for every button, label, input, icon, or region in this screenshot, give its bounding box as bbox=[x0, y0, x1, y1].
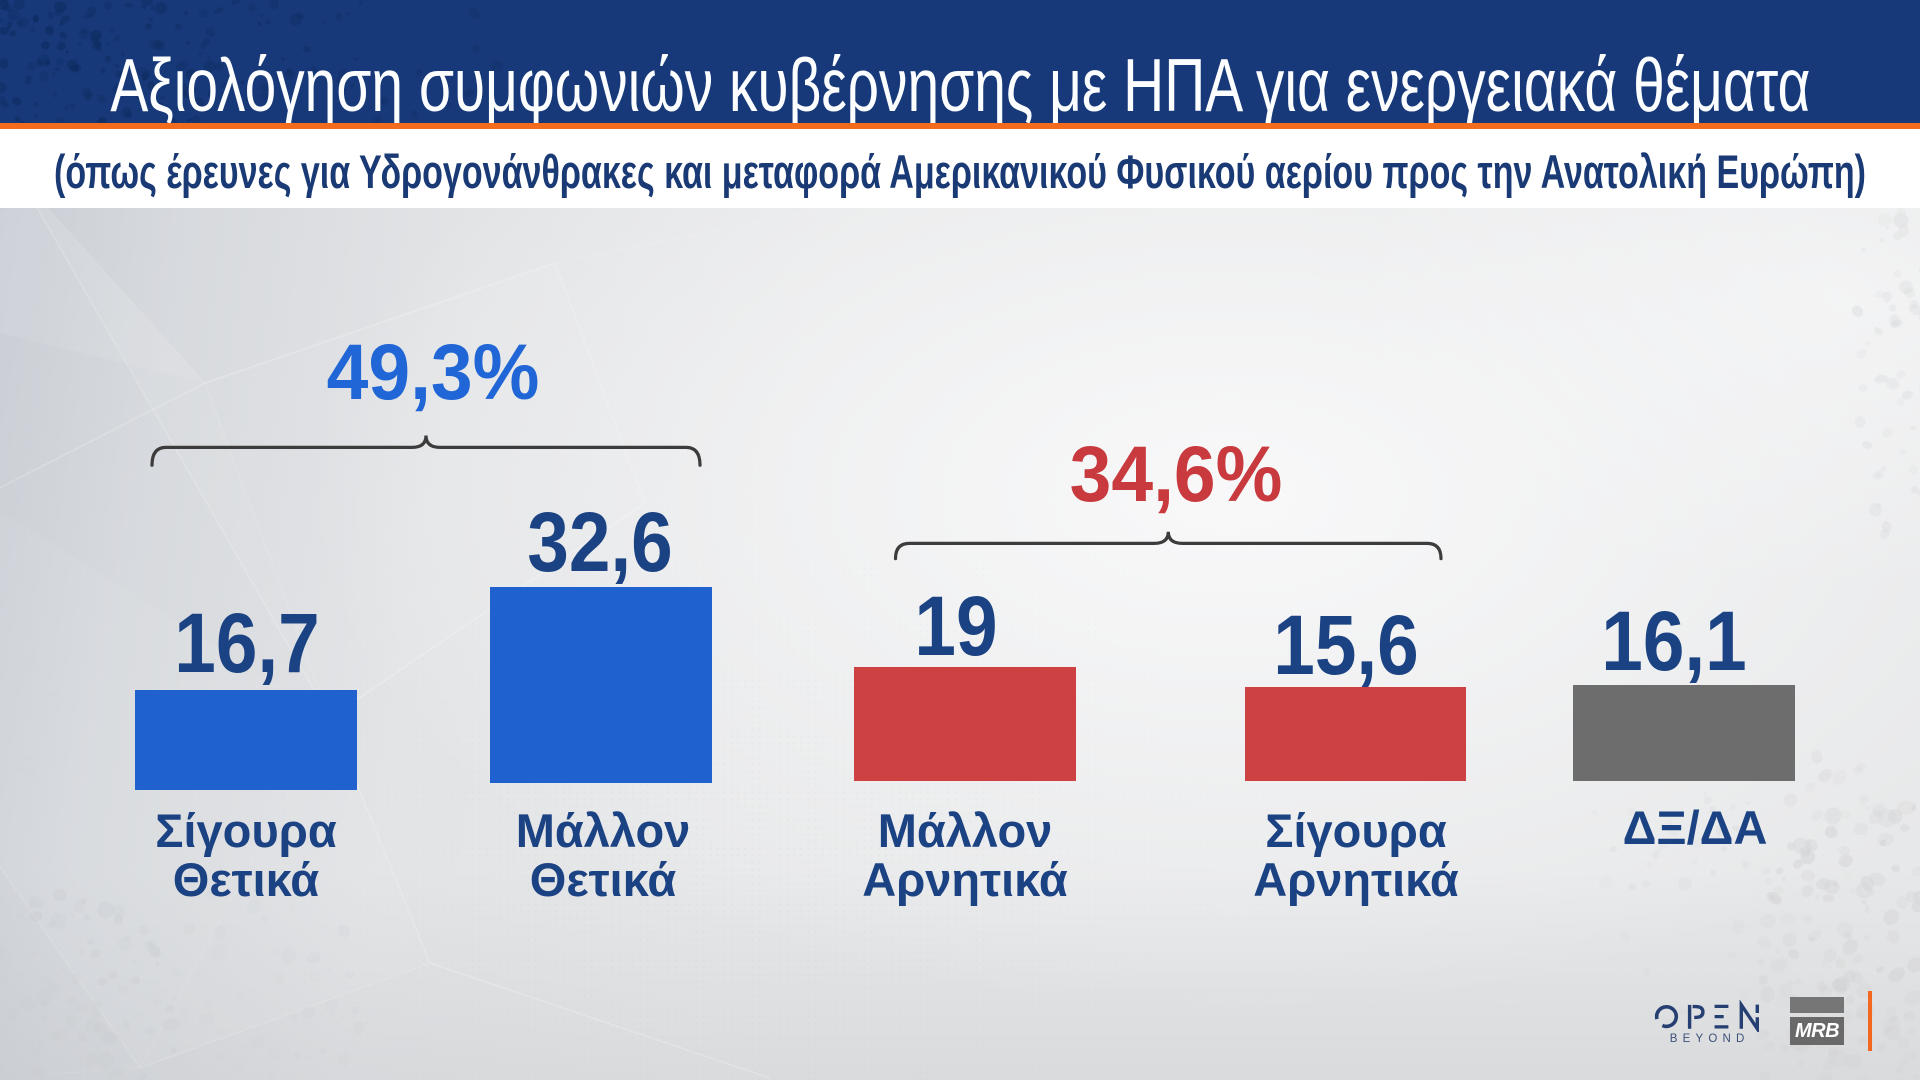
brace-positive-icon bbox=[150, 435, 702, 467]
group-total-negative: 34,6% bbox=[1069, 429, 1283, 518]
header-band: Αξιολόγηση συμφωνιών κυβέρνησης με ΗΠΑ γ… bbox=[0, 0, 1920, 123]
bar-rect bbox=[1573, 684, 1795, 782]
bar-rect bbox=[490, 587, 712, 783]
open-channel-logo: BEYOND bbox=[1648, 1000, 1766, 1048]
bar-category: ΔΞ/ΔΑ bbox=[1622, 801, 1768, 854]
orange-divider bbox=[0, 123, 1920, 129]
open-beyond-label: BEYOND bbox=[1669, 1033, 1750, 1045]
bar-value: 16,1 bbox=[1601, 594, 1747, 688]
page-title: Αξιολόγηση συμφωνιών κυβέρνησης με ΗΠΑ γ… bbox=[109, 43, 1811, 123]
subtitle-band: (όπως έρευνες για Υδρογονάνθρακες και με… bbox=[0, 129, 1920, 208]
bar-category: Σίγουρα Αρνητικά bbox=[1253, 804, 1459, 906]
header-dot-pattern bbox=[0, 0, 504, 123]
bar-rect bbox=[854, 667, 1076, 782]
bar-value: 15,6 bbox=[1273, 598, 1419, 692]
bar-category: Σίγουρα Θετικά bbox=[155, 804, 337, 906]
bar-value: 19 bbox=[914, 579, 998, 673]
mrb-logo-top-bar bbox=[1790, 997, 1844, 1013]
bar-rect bbox=[135, 690, 357, 791]
bar-value: 32,6 bbox=[527, 495, 673, 589]
orange-tick bbox=[1868, 991, 1872, 1051]
group-total-positive: 49,3% bbox=[326, 327, 540, 416]
page-subtitle: (όπως έρευνες για Υδρογονάνθρακες και με… bbox=[54, 145, 1866, 198]
bar-category: Μάλλον Αρνητικά bbox=[862, 804, 1068, 906]
mrb-logo: MRB bbox=[1790, 997, 1844, 1045]
mrb-logo-text: MRB bbox=[1790, 1017, 1844, 1045]
open-logo-letters-icon bbox=[1654, 1000, 1759, 1032]
brace-negative-icon bbox=[893, 531, 1443, 561]
bar-value: 16,7 bbox=[174, 596, 320, 690]
halftone-texture bbox=[0, 208, 1920, 1080]
bar-category: Μάλλον Θετικά bbox=[515, 804, 691, 906]
bar-rect bbox=[1245, 687, 1466, 781]
